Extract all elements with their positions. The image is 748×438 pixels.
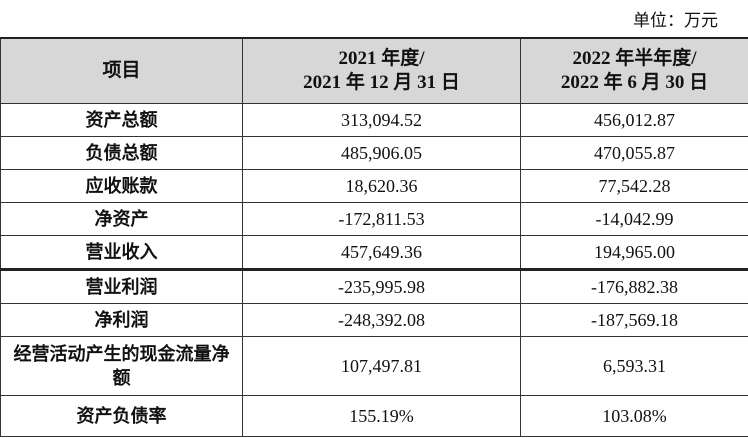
table-row: 净利润 -248,392.08 -187,569.18	[0, 303, 748, 337]
header-2021: 2021 年度/2021 年 12 月 31 日	[242, 37, 521, 104]
row-label: 营业收入	[0, 235, 243, 271]
row-label: 负债总额	[0, 136, 243, 170]
value-2021: 107,497.81	[242, 336, 521, 396]
row-label: 营业利润	[0, 269, 243, 304]
header-row: 项目 2021 年度/2021 年 12 月 31 日 2022 年半年度/20…	[0, 37, 748, 104]
unit-label: 单位：万元	[633, 11, 718, 30]
value-2022: -14,042.99	[520, 202, 748, 236]
table-row: 营业收入 457,649.36 194,965.00	[0, 235, 748, 271]
row-label: 资产总额	[0, 103, 243, 137]
header-item: 项目	[0, 37, 243, 104]
value-2022: 470,055.87	[520, 136, 748, 170]
value-2022: 103.08%	[520, 395, 748, 437]
value-2021: 457,649.36	[242, 235, 521, 271]
row-label: 净利润	[0, 303, 243, 337]
table-row: 营业利润 -235,995.98 -176,882.38	[0, 269, 748, 304]
value-2022: 456,012.87	[520, 103, 748, 137]
value-2021: 155.19%	[242, 395, 521, 437]
table-row: 负债总额 485,906.05 470,055.87	[0, 136, 748, 170]
value-2022: 77,542.28	[520, 169, 748, 203]
value-2022: -187,569.18	[520, 303, 748, 337]
header-2022-line2: 2022 年 6 月 30 日	[560, 72, 709, 93]
table-row: 应收账款 18,620.36 77,542.28	[0, 169, 748, 203]
header-2021-line2: 2021 年 12 月 31 日	[303, 72, 460, 93]
table-row: 经营活动产生的现金流量净额 107,497.81 6,593.31	[0, 336, 748, 396]
value-2021: -235,995.98	[242, 269, 521, 304]
financial-table: 项目 2021 年度/2021 年 12 月 31 日 2022 年半年度/20…	[0, 37, 748, 437]
header-2021-line1: 2021 年度/	[338, 48, 425, 69]
table-row: 资产总额 313,094.52 456,012.87	[0, 103, 748, 137]
value-2021: 313,094.52	[242, 103, 521, 137]
value-2022: 194,965.00	[520, 235, 748, 271]
value-2021: 485,906.05	[242, 136, 521, 170]
value-2022: -176,882.38	[520, 269, 748, 304]
value-2021: -172,811.53	[242, 202, 521, 236]
row-label: 净资产	[0, 202, 243, 236]
header-2022-line1: 2022 年半年度/	[572, 48, 697, 69]
table-row: 资产负债率 155.19% 103.08%	[0, 395, 748, 437]
header-2022: 2022 年半年度/2022 年 6 月 30 日	[520, 37, 748, 104]
row-label: 经营活动产生的现金流量净额	[0, 336, 243, 396]
row-label: 应收账款	[0, 169, 243, 203]
value-2021: -248,392.08	[242, 303, 521, 337]
value-2021: 18,620.36	[242, 169, 521, 203]
value-2022: 6,593.31	[520, 336, 748, 396]
row-label: 资产负债率	[0, 395, 243, 437]
table-row: 净资产 -172,811.53 -14,042.99	[0, 202, 748, 236]
